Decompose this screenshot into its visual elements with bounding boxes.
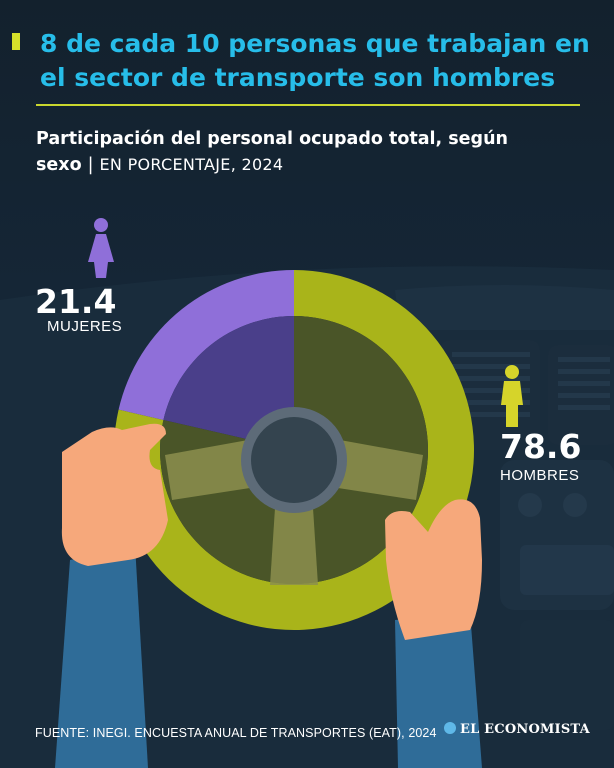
pie-slice-mujeres: [118, 270, 294, 420]
men-label: HOMBRES: [500, 467, 580, 484]
women-percentage: 21.4: [35, 282, 117, 321]
left-sleeve: [55, 545, 148, 768]
right-hand-skin: [385, 499, 482, 640]
men-percentage: 78.6: [500, 427, 582, 466]
women-label: MUJERES: [47, 318, 123, 335]
subtitle-main: Participación del personal ocupado total…: [36, 129, 508, 175]
wheel-spoke-right: [338, 440, 423, 500]
right-hand: [385, 499, 482, 768]
headline: 8 de cada 10 personas que trabajan en el…: [40, 29, 590, 92]
source-note: FUENTE: INEGI. ENCUESTA ANUAL DE TRANSPO…: [35, 726, 437, 740]
left-hand-skin: [61, 423, 168, 566]
brand-logo: EL ECONOMISTA: [444, 722, 590, 737]
woman-figure-icon: [88, 218, 114, 278]
steering-wheel: [165, 407, 423, 585]
right-sleeve: [395, 612, 482, 768]
man-figure-icon: [501, 365, 523, 427]
brand-name: EL ECONOMISTA: [460, 722, 590, 737]
headline-rule: [36, 104, 580, 106]
wheel-spoke-left: [165, 440, 250, 500]
headline-marker: [12, 33, 20, 50]
el-economista-logo-icon: [444, 722, 456, 734]
chart-subtitle: Participación del personal ocupado total…: [36, 126, 596, 178]
subtitle-unit: EN PORCENTAJE, 2024: [99, 155, 284, 174]
subtitle-separator: |: [87, 155, 94, 175]
left-hand: [55, 423, 168, 768]
pie-slice-inner-mujeres: [163, 316, 294, 450]
wheel-spoke-bottom: [270, 508, 318, 585]
wheel-hub: [251, 417, 337, 503]
